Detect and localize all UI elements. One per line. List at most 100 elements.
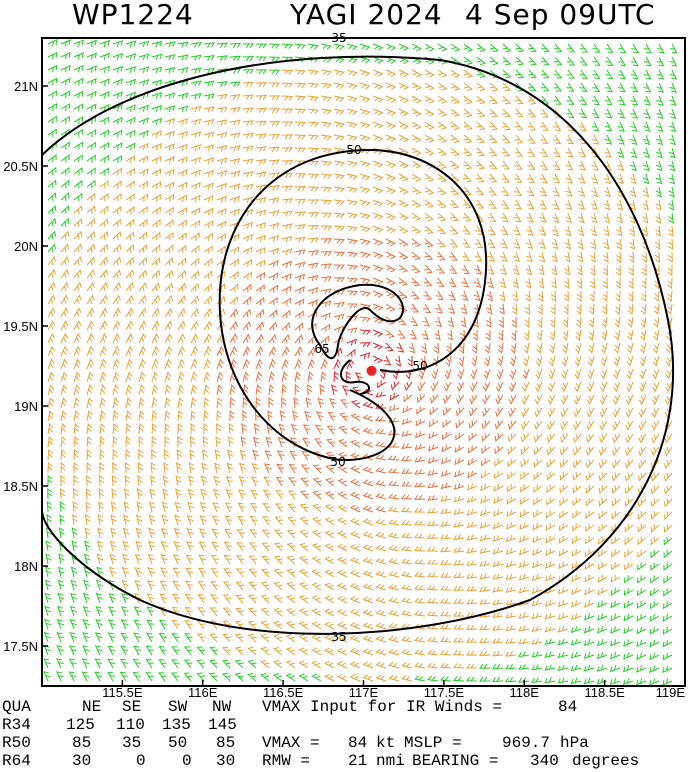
wind-barb (346, 160, 358, 167)
wind-barb (229, 106, 241, 113)
wind-barb (81, 658, 90, 669)
wind-barb (642, 199, 649, 211)
wind-barb (655, 186, 662, 198)
wind-barb (121, 566, 129, 578)
wind-barb (203, 207, 214, 216)
wind-barb (229, 55, 241, 62)
wind-barb (281, 159, 293, 166)
wind-barb (197, 607, 206, 617)
wind-barb (174, 501, 182, 513)
wind-barb (590, 251, 597, 263)
wind-barb (349, 557, 361, 565)
wind-barb (398, 264, 409, 273)
wind-barb (177, 257, 187, 267)
wind-barb (158, 659, 167, 669)
wind-barb (333, 264, 345, 270)
wind-barb (667, 277, 673, 290)
wind-barb (158, 619, 167, 630)
wind-barb (273, 647, 283, 656)
wind-barb (359, 290, 371, 297)
wind-barb (574, 368, 582, 380)
wind-barb (453, 611, 465, 617)
wind-barb (592, 82, 601, 93)
wind-barb (577, 264, 583, 276)
wind-barb (99, 345, 107, 357)
wind-barb (216, 42, 228, 48)
wind-barb (476, 160, 485, 170)
wind-barb (437, 238, 446, 248)
wind-barb (413, 546, 426, 552)
wind-barb (385, 212, 397, 221)
wind-barb (146, 606, 155, 617)
wind-barb (385, 186, 397, 195)
wind-barb (372, 173, 384, 181)
wind-barb (294, 310, 304, 319)
wind-barb (299, 529, 309, 539)
wind-barb (396, 342, 405, 353)
wind-barb (345, 371, 352, 383)
wind-barb (134, 580, 142, 591)
wind-barb (320, 95, 332, 102)
wind-barb (493, 509, 504, 517)
wind-barb (359, 212, 371, 220)
wind-barb (190, 194, 201, 203)
wind-barb (474, 251, 483, 262)
wind-barb (627, 303, 634, 316)
wind-barb (324, 608, 335, 617)
wind-barb (279, 410, 286, 422)
wind-barb (339, 412, 348, 422)
wind-barb (86, 65, 97, 73)
wind-barb (234, 659, 244, 669)
wind-barb (298, 608, 309, 617)
wind-barb (107, 632, 116, 643)
wind-barb (151, 117, 163, 125)
wind-barb (414, 584, 426, 591)
wind-barb (190, 257, 200, 267)
wind-barb (164, 257, 174, 266)
wind-barb (125, 256, 135, 266)
wind-barb (599, 446, 608, 456)
wind-barb (176, 449, 183, 461)
wind-barb (570, 664, 582, 672)
wind-barb (456, 394, 465, 405)
wind-barb (337, 504, 348, 513)
wind-barb (375, 428, 387, 435)
wind-barb (123, 514, 130, 526)
wind-barb (260, 581, 270, 591)
wind-barb (453, 547, 465, 553)
wind-barb (216, 182, 228, 190)
wind-barb (261, 529, 271, 539)
wind-barb (112, 307, 121, 318)
wind-barb (164, 92, 176, 100)
wind-barb (515, 43, 525, 53)
wind-barb (532, 535, 543, 544)
wind-barb (125, 269, 135, 279)
wind-barb (447, 316, 455, 328)
wind-barb (95, 592, 103, 604)
wind-barb (403, 393, 413, 403)
wind-barb (203, 257, 213, 267)
wind-barb (476, 108, 486, 118)
wind-barb (311, 543, 322, 552)
wind-barb (589, 277, 596, 289)
wind-barb (525, 264, 533, 276)
wind-barb (73, 103, 84, 112)
wind-barb (222, 607, 232, 617)
wind-barb (331, 384, 338, 396)
wind-barb (359, 43, 371, 51)
wind-barb (229, 42, 241, 49)
wind-barb (625, 420, 634, 431)
wind-barb (119, 658, 128, 669)
wind-barb (468, 420, 478, 430)
wind-barb (221, 659, 231, 669)
wind-barb (434, 329, 441, 341)
wind-barb (488, 186, 497, 196)
wind-barb (304, 410, 312, 422)
wind-barb (203, 54, 215, 61)
wind-barb (229, 94, 241, 100)
wind-barb (229, 170, 241, 178)
wind-barb (44, 605, 52, 617)
wind-barb (651, 420, 660, 431)
wind-barb (636, 665, 647, 673)
wind-barb (650, 511, 660, 520)
